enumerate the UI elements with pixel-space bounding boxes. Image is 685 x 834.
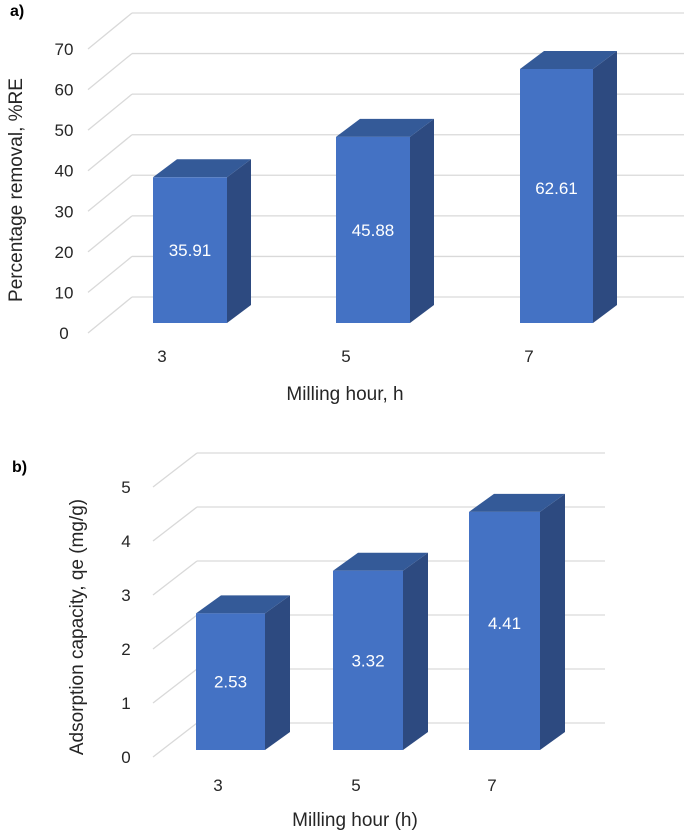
x-tick-label: 7	[487, 776, 496, 795]
y-tick-label: 3	[121, 586, 130, 605]
bar-5: 3.32	[333, 552, 428, 750]
bar-side	[410, 118, 434, 324]
bar-front	[153, 177, 227, 323]
bar-front	[469, 511, 540, 750]
y-tick-label: 20	[55, 243, 74, 262]
data-label: 3.32	[351, 651, 384, 670]
bar-side	[403, 552, 428, 750]
y-tick-label: 1	[121, 694, 130, 713]
chart-a: 0 10 20 30 40 50 60 70 35.91 3 45.88 5 62.61 7 Milling…	[6, 3, 684, 405]
gridline-depth	[87, 215, 133, 253]
gridline-depth	[87, 53, 133, 91]
data-label: 35.91	[169, 241, 212, 260]
bar-side	[540, 493, 565, 750]
y-tick-label: 30	[55, 202, 74, 221]
y-tick-label: 4	[121, 532, 130, 551]
x-tick-label: 3	[213, 776, 222, 795]
bar-3: 2.53	[196, 595, 290, 750]
y-tick-label: 0	[121, 748, 130, 767]
data-label: 62.61	[535, 179, 578, 198]
gridline-depth	[87, 174, 133, 212]
y-tick-label: 60	[55, 81, 74, 100]
bar-top	[469, 493, 565, 512]
y-tick-label: 10	[55, 283, 74, 302]
bar-top	[196, 595, 290, 614]
gridline-depth	[152, 506, 198, 542]
gridline-depth	[87, 93, 133, 131]
x-axis-title: Milling hour (h)	[292, 810, 418, 831]
y-tick-label: 0	[59, 324, 68, 343]
bar-front	[196, 613, 265, 750]
bar-side	[265, 595, 290, 750]
bar-3: 35.91	[153, 159, 251, 323]
gridline-depth	[152, 560, 198, 596]
gridline-depth	[87, 134, 133, 172]
bar-side	[227, 159, 251, 323]
data-label: 4.41	[488, 614, 521, 633]
data-label: 2.53	[214, 673, 247, 692]
y-tick-label: 2	[121, 640, 130, 659]
y-axis-title: Percentage removal, %RE	[6, 78, 27, 302]
gridline-depth	[87, 12, 133, 50]
x-tick-label: 5	[341, 347, 350, 366]
gridline-depth	[152, 668, 198, 704]
gridline-depth	[152, 614, 198, 650]
gridline-depth	[87, 296, 133, 334]
bar-7: 4.41	[469, 493, 565, 750]
x-tick-label: 7	[524, 347, 533, 366]
x-tick-label: 5	[351, 776, 360, 795]
gridline-depth	[152, 722, 198, 758]
panel-label: b)	[12, 459, 27, 476]
bar-7: 62.61	[520, 50, 617, 323]
chart-b: 0 1 2 3 4 5 2.53 3 3.32 5 4.41 7 Milling hour (h) Ads…	[12, 452, 605, 831]
bar-5: 45.88	[336, 118, 434, 324]
bar-top	[333, 552, 428, 571]
y-axis-title: Adsorption capacity, qe (mg/g)	[67, 499, 88, 755]
gridline-depth	[152, 452, 198, 488]
x-axis-title: Milling hour, h	[286, 384, 403, 405]
bar-top	[336, 118, 434, 137]
bar-top	[520, 50, 617, 69]
y-tick-label: 40	[55, 162, 74, 181]
bar-side	[593, 50, 617, 323]
data-label: 45.88	[352, 221, 395, 240]
bar-top	[153, 159, 251, 178]
y-tick-label: 5	[121, 478, 130, 497]
panel-label: a)	[10, 3, 24, 20]
bar-front	[336, 136, 410, 323]
gridline-depth	[87, 255, 133, 293]
y-tick-label: 70	[55, 40, 74, 59]
bar-front	[333, 570, 403, 750]
y-tick-label: 50	[55, 121, 74, 140]
x-tick-label: 3	[157, 347, 166, 366]
bar-front	[520, 68, 593, 323]
